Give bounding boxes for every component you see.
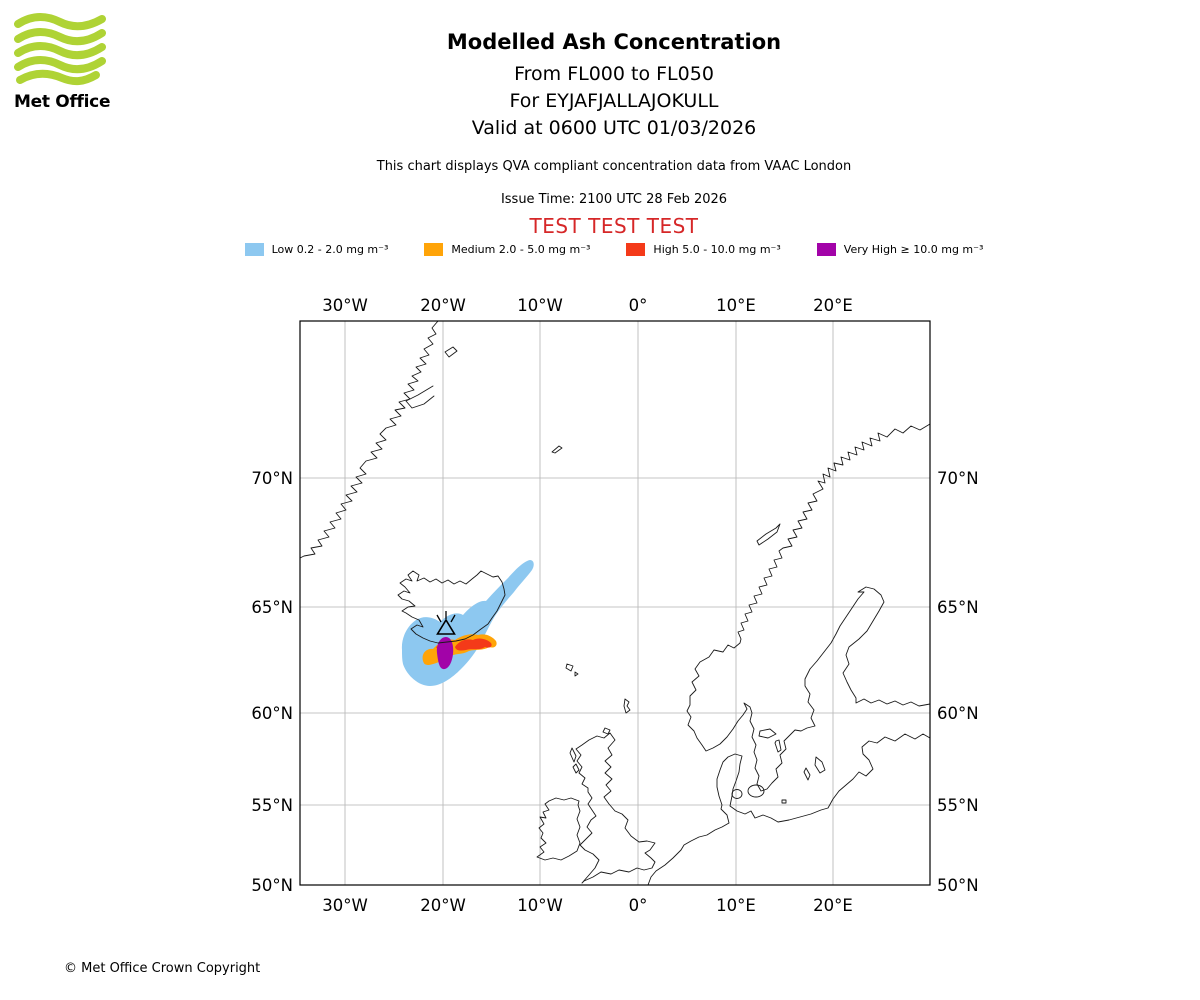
lake-vattern — [774, 739, 782, 753]
logo-brand-text: Met Office — [14, 92, 111, 112]
hebrides-islands — [569, 747, 580, 774]
legend-label-very-high: Very High ≥ 10.0 mg m⁻³ — [843, 243, 984, 256]
legend-swatch-low — [244, 243, 264, 256]
chart-description: This chart displays QVA compliant concen… — [376, 159, 852, 174]
lon-label-bottom-10e: 10°E — [716, 896, 756, 915]
continental-baltic-coast — [647, 733, 931, 886]
lat-label-right-55n: 55°N — [937, 796, 979, 815]
lon-label-top-0: 0° — [629, 296, 648, 315]
greenland-fjord — [405, 385, 435, 409]
gotland-island — [814, 756, 826, 774]
subtitle-flight-levels: From FL000 to FL050 — [514, 63, 714, 85]
lat-label-right-50n: 50°N — [937, 876, 979, 895]
lat-label-left-70n: 70°N — [251, 469, 293, 488]
orkney-islands — [602, 727, 611, 735]
volcano-marker — [436, 611, 456, 635]
test-banner: TEST TEST TEST — [529, 214, 699, 238]
copyright-text: © Met Office Crown Copyright — [64, 961, 261, 976]
subtitle-valid-time: Valid at 0600 UTC 01/03/2026 — [471, 117, 757, 139]
lon-label-bottom-20e: 20°E — [813, 896, 853, 915]
lat-label-left-60n: 60°N — [251, 704, 293, 723]
coastlines — [299, 320, 931, 886]
jan-mayen-island — [551, 445, 563, 454]
lat-label-left-65n: 65°N — [251, 598, 293, 617]
great-britain-coast — [575, 732, 656, 884]
lon-label-top-20w: 20°W — [420, 296, 466, 315]
ireland-coast — [536, 797, 581, 861]
zealand-island — [747, 784, 765, 798]
lon-label-bottom-30w: 30°W — [322, 896, 368, 915]
bornholm-island — [781, 799, 787, 804]
lake-vanern — [758, 728, 777, 739]
lat-label-right-60n: 60°N — [937, 704, 979, 723]
lat-label-left-55n: 55°N — [251, 796, 293, 815]
lon-label-top-10w: 10°W — [517, 296, 563, 315]
lofoten-islands — [756, 523, 781, 546]
greenland-coast — [299, 320, 439, 559]
funen-island — [731, 789, 743, 799]
legend-item-high: High 5.0 - 10.0 mg m⁻³ — [626, 243, 781, 256]
shetland-islands — [623, 698, 631, 714]
oland-island — [803, 767, 811, 781]
subtitle-volcano: For EYJAFJALLAJOKULL — [509, 90, 719, 112]
lat-label-right-65n: 65°N — [937, 598, 979, 617]
legend-label-high: High 5.0 - 10.0 mg m⁻³ — [653, 243, 781, 256]
legend-label-medium: Medium 2.0 - 5.0 mg m⁻³ — [451, 243, 591, 256]
ash-plume-very-high — [436, 637, 454, 670]
lon-label-top-30w: 30°W — [322, 296, 368, 315]
issue-time: Issue Time: 2100 UTC 28 Feb 2026 — [500, 192, 728, 207]
logo-waves-icon — [14, 13, 106, 86]
ash-concentration-map: 30°W 20°W 10°W 0° 10°E 20°E 30°W 20°W 10… — [251, 296, 979, 915]
map-grid — [300, 321, 930, 885]
page-title: Modelled Ash Concentration — [446, 30, 782, 54]
legend-swatch-high — [626, 243, 646, 256]
norway-sweden-finland-coast — [686, 423, 931, 792]
lon-label-bottom-20w: 20°W — [420, 896, 466, 915]
legend-item-very-high: Very High ≥ 10.0 mg m⁻³ — [816, 243, 984, 256]
greenland-island — [444, 346, 458, 358]
lat-label-left-50n: 50°N — [251, 876, 293, 895]
lon-label-bottom-10w: 10°W — [517, 896, 563, 915]
legend-item-medium: Medium 2.0 - 5.0 mg m⁻³ — [424, 243, 590, 256]
legend-item-low: Low 0.2 - 2.0 mg m⁻³ — [244, 243, 389, 256]
legend: Low 0.2 - 2.0 mg m⁻³ Medium 2.0 - 5.0 mg… — [28, 243, 1200, 256]
lat-label-right-70n: 70°N — [937, 469, 979, 488]
faroe-islands — [565, 663, 579, 677]
legend-label-low: Low 0.2 - 2.0 mg m⁻³ — [271, 243, 389, 256]
iceland-coast — [397, 570, 506, 644]
map-frame — [299, 320, 931, 886]
met-office-logo: Met Office — [14, 12, 134, 112]
lon-label-top-20e: 20°E — [813, 296, 853, 315]
lon-label-top-10e: 10°E — [716, 296, 756, 315]
legend-swatch-very-high — [816, 243, 836, 256]
lon-label-bottom-0: 0° — [629, 896, 648, 915]
legend-swatch-medium — [424, 243, 444, 256]
